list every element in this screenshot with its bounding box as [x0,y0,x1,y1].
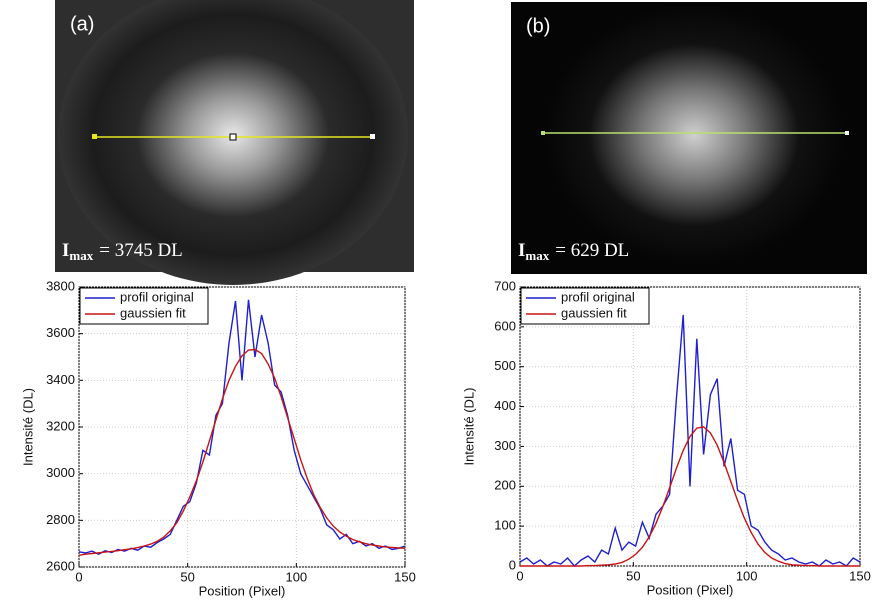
legend-label: profil original [561,289,635,304]
x-tick-label: 150 [849,568,871,583]
line-chart: 2600 2800 3000 3200 3400 3600 3800 0 50 100 150 Pos… [20,278,415,598]
series-line [519,314,861,567]
imax-sub: max [525,248,549,263]
legend-box [520,287,650,325]
imax-symbol: I [62,240,69,261]
y-axis-label: Intensité (DL) [20,388,35,466]
series-line [78,348,406,556]
panel-label: (a) [70,13,94,35]
imax-label: Imax = 629 DL [518,240,629,263]
y-tick-label: 3400 [46,372,75,387]
imax-label: Imax = 3745 DL [62,240,183,263]
y-tick-label: 600 [494,318,516,333]
y-tick-label: 0 [509,557,516,572]
y-tick-label: 3200 [46,418,75,433]
x-tick-label: 0 [516,568,523,583]
y-tick-label: 2800 [46,512,75,527]
y-axis-label: Intensité (DL) [461,387,476,465]
x-axis-label: Position (Pixel) [647,582,734,597]
line-chart: 0 100 200 300 400 500 600 700 0 50 100 150 Position … [461,278,870,597]
legend-box [79,287,209,325]
y-tick-label: 3000 [46,465,75,480]
y-tick-label: 700 [494,278,516,293]
x-tick-label: 50 [180,569,194,584]
plot-area [519,286,861,567]
series-line [520,426,860,567]
y-tick-label: 100 [494,518,516,533]
imax-sub: max [69,248,93,263]
x-tick-label: 100 [736,568,758,583]
image-a: (a) Imax = 3745 DL [55,0,414,285]
imax-text: = 3745 DL [99,240,183,261]
y-tick-label: 300 [494,438,516,453]
y-tick-label: 3800 [46,278,75,293]
x-tick-label: 100 [285,569,307,584]
legend-label: gaussien fit [120,305,186,320]
x-tick-label: 0 [75,569,82,584]
panel-label: (b) [526,15,550,37]
y-tick-label: 200 [494,478,516,493]
x-tick-label: 150 [394,569,416,584]
y-tick-label: 3600 [46,325,75,340]
x-tick-label: 50 [626,568,640,583]
y-tick-label: 500 [494,358,516,373]
imax-text: = 629 DL [555,240,629,261]
imax-symbol: I [518,240,525,261]
y-tick-label: 2600 [46,558,75,573]
x-axis-label: Position (Pixel) [199,583,286,598]
image-b: (b) Imax = 629 DL [511,2,867,274]
y-tick-label: 400 [494,398,516,413]
legend-label: profil original [120,289,194,304]
legend-label: gaussien fit [561,305,627,320]
